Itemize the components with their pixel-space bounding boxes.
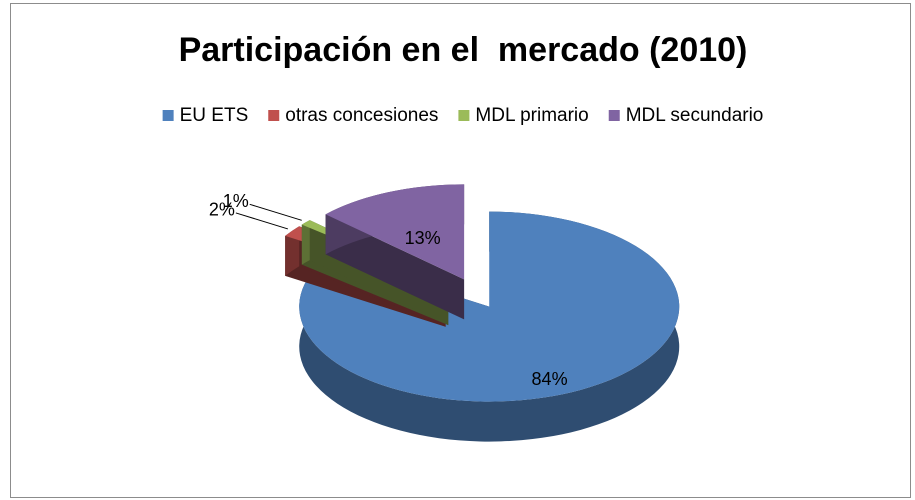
legend-label: MDL secundario xyxy=(626,105,764,126)
legend-label: otras concesiones xyxy=(285,105,438,126)
slice-wall xyxy=(301,220,310,265)
data-label: 2% xyxy=(209,200,235,220)
legend-item: otras concesiones xyxy=(268,105,438,126)
legend-item: MDL secundario xyxy=(608,105,764,126)
legend: EU ETS otras concesiones MDL primario MDL s… xyxy=(162,105,764,126)
legend-swatch xyxy=(608,110,620,121)
legend-item: MDL primario xyxy=(458,105,589,126)
slice-top xyxy=(325,184,465,280)
legend-swatch xyxy=(162,110,174,121)
legend-label: MDL primario xyxy=(475,105,588,126)
chart-title: Participación en el mercado (2010) xyxy=(179,31,748,69)
slice-side xyxy=(325,214,465,320)
leader-line xyxy=(249,203,302,221)
legend-item: EU ETS xyxy=(162,105,249,126)
legend-label: EU ETS xyxy=(180,105,249,126)
leader-line xyxy=(235,212,289,230)
slice-top xyxy=(299,211,680,402)
pie-slice xyxy=(325,184,465,320)
data-label: 84% xyxy=(532,369,568,389)
data-label: 1% xyxy=(223,191,249,211)
data-label: 13% xyxy=(405,228,441,248)
legend-swatch xyxy=(458,110,470,121)
legend-swatch xyxy=(268,110,280,121)
